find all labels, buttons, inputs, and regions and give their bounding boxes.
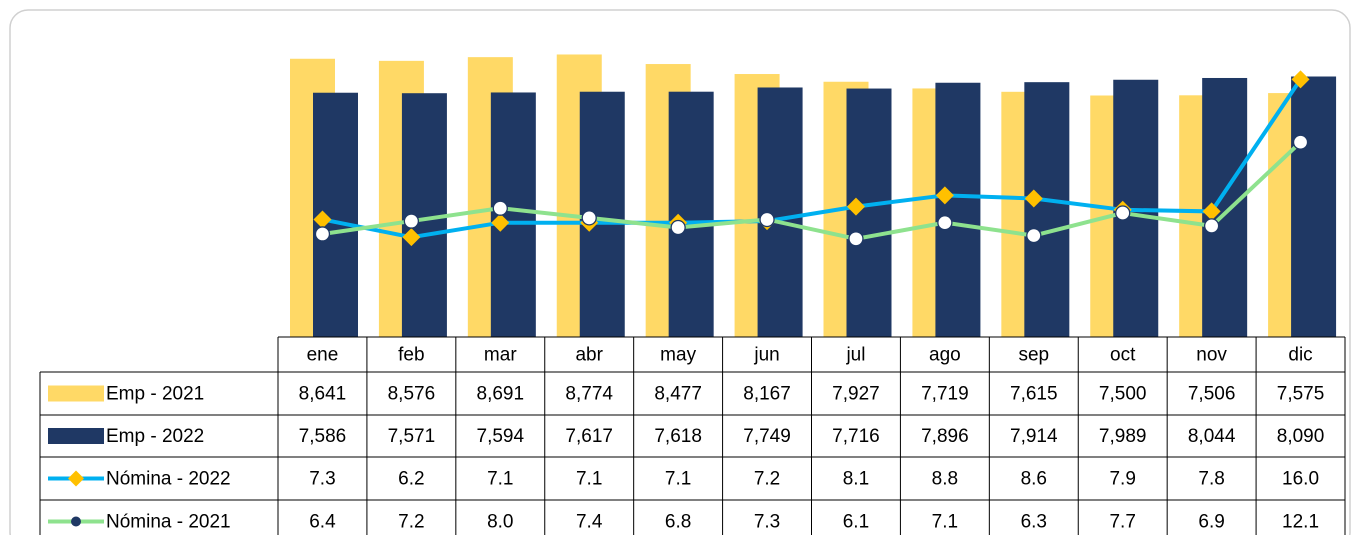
data-label: 7.4	[576, 512, 603, 533]
data-label: 8.1	[843, 469, 869, 490]
x-tick-label: nov	[1196, 345, 1227, 366]
data-label: 6.3	[1021, 512, 1047, 533]
data-label: 7,571	[388, 426, 436, 447]
data-label: 7.9	[1109, 469, 1135, 490]
data-label: 7.1	[932, 512, 958, 533]
legend-key	[48, 428, 104, 444]
legend-key	[48, 385, 104, 402]
data-label: 6.9	[1198, 512, 1224, 533]
marker	[670, 219, 686, 236]
line	[322, 140, 1302, 241]
data-label: 8,641	[299, 384, 347, 405]
data-label: 7.8	[1198, 469, 1224, 490]
x-tick-label: oct	[1110, 345, 1136, 366]
marker	[1202, 202, 1221, 221]
data-label: 7,500	[1099, 384, 1147, 405]
x-tick-label: sep	[1018, 345, 1049, 366]
data-label: 8,044	[1188, 426, 1236, 447]
data-label: 6.1	[843, 512, 869, 533]
data-label: 8,576	[388, 384, 436, 405]
data-label: 8,774	[565, 384, 613, 405]
frame	[9, 9, 1351, 535]
data-label: 12.1	[1282, 512, 1319, 533]
bar	[757, 87, 803, 337]
line	[322, 78, 1303, 240]
legend-label: Nómina - 2021	[106, 512, 231, 533]
data-label: 8.8	[932, 469, 958, 490]
marker	[402, 228, 421, 247]
data-label: 7.7	[1109, 512, 1135, 533]
marker	[759, 211, 775, 228]
data-label: 7.2	[398, 512, 424, 533]
legend-key	[68, 470, 84, 487]
marker	[581, 210, 597, 226]
data-label: 7.2	[754, 469, 780, 490]
data-label: 7,594	[477, 426, 525, 447]
data-label: 7.1	[576, 469, 602, 490]
legend-label: Emp - 2022	[106, 426, 204, 447]
x-tick-label: mar	[484, 345, 517, 366]
marker	[937, 215, 953, 231]
bar	[1291, 76, 1337, 337]
x-tick-label: dic	[1288, 345, 1312, 366]
x-tick-label: feb	[398, 345, 424, 366]
data-label: 7,927	[832, 384, 880, 405]
data-label: 7,989	[1099, 426, 1147, 447]
marker	[1292, 134, 1309, 150]
marker	[1026, 227, 1042, 244]
marker	[1291, 70, 1310, 89]
data-label: 7.3	[754, 512, 780, 533]
bar	[668, 91, 714, 337]
marker	[313, 210, 332, 229]
data-label: 7.1	[665, 469, 691, 490]
bar	[1024, 82, 1070, 338]
x-tick-label: jul	[845, 345, 865, 366]
data-label: 8.6	[1021, 469, 1047, 490]
legend-label: Nómina - 2022	[106, 469, 231, 490]
data-label: 7,617	[565, 426, 613, 447]
data-label: 7,586	[299, 426, 347, 447]
legend-key	[71, 516, 81, 527]
data-label: 7,749	[743, 426, 791, 447]
data-label: 16.0	[1282, 469, 1319, 490]
data-label: 6.2	[398, 469, 424, 490]
x-tick-label: abr	[575, 345, 603, 366]
marker	[1024, 189, 1043, 208]
x-tick-label: ago	[929, 345, 961, 366]
data-label: 8,477	[654, 384, 702, 405]
data-label: 7.3	[309, 469, 335, 490]
data-label: 6.4	[309, 512, 336, 533]
marker	[403, 213, 420, 229]
marker	[1115, 205, 1131, 221]
x-tick-label: may	[660, 345, 696, 366]
x-tick-label: ene	[307, 345, 339, 366]
data-label: 7,719	[921, 384, 969, 405]
data-label: 7,896	[921, 426, 969, 447]
data-label: 8.0	[487, 512, 513, 533]
marker	[1203, 218, 1220, 234]
x-tick-label: jun	[753, 345, 779, 366]
data-label: 8,691	[477, 384, 525, 405]
data-label: 7,575	[1277, 384, 1325, 405]
marker	[846, 197, 865, 216]
marker	[848, 231, 864, 247]
data-label: 8,090	[1277, 426, 1325, 447]
marker	[492, 200, 508, 216]
data-label: 7,615	[1010, 384, 1058, 405]
marker	[491, 213, 510, 232]
data-label: 7,618	[654, 426, 702, 447]
data-label: 8,167	[743, 384, 791, 405]
marker	[314, 226, 331, 242]
data-label: 7,716	[832, 426, 880, 447]
legend-label: Emp - 2021	[106, 384, 204, 405]
data-label: 6.8	[665, 512, 691, 533]
data-label: 7.1	[487, 469, 513, 490]
marker	[935, 186, 954, 205]
bar	[935, 82, 981, 337]
data-label: 7,506	[1188, 384, 1236, 405]
data-label: 7,914	[1010, 426, 1058, 447]
